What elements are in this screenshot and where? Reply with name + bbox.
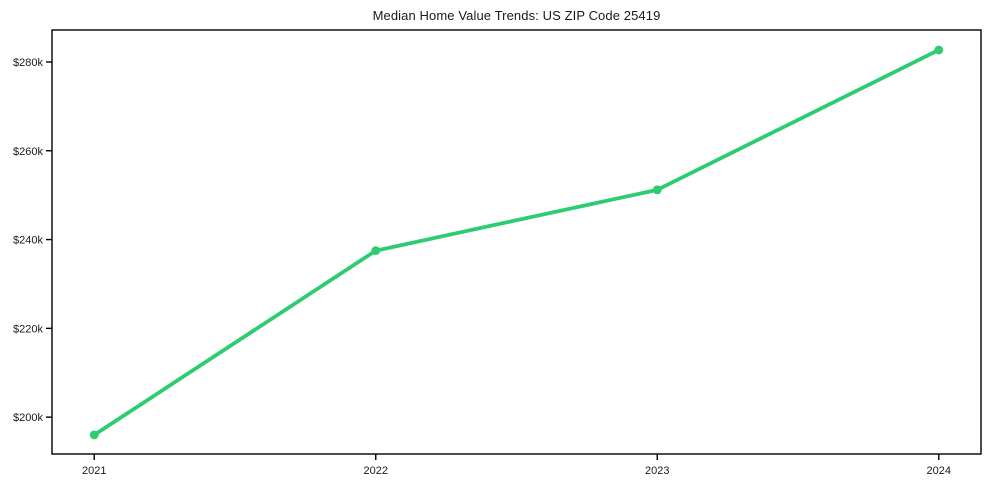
x-tick-label: 2022 (364, 465, 388, 477)
x-tick-label: 2023 (645, 465, 669, 477)
y-tick-label: $220k (13, 323, 43, 335)
y-tick-label: $260k (13, 146, 43, 158)
x-tick-label: 2021 (82, 465, 106, 477)
x-tick-label: 2024 (927, 465, 951, 477)
y-tick-label: $200k (13, 412, 43, 424)
data-point-2021 (89, 430, 99, 440)
data-point-2023 (652, 185, 662, 195)
chart-title: Median Home Value Trends: US ZIP Code 25… (372, 8, 661, 23)
trend-line (92, 48, 941, 437)
data-point-2024 (934, 45, 944, 55)
y-tick-label: $280k (13, 57, 43, 69)
plot-border (51, 29, 982, 455)
y-tick-label: $240k (13, 235, 43, 247)
data-point-2022 (371, 246, 381, 256)
